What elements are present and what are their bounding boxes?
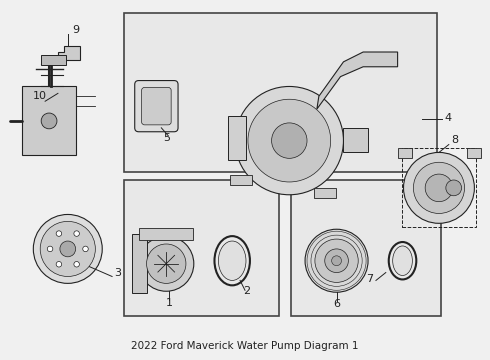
Circle shape <box>40 221 96 276</box>
Bar <box>124 180 279 316</box>
Bar <box>291 180 441 316</box>
Circle shape <box>74 261 79 267</box>
Polygon shape <box>317 52 397 109</box>
Text: 7: 7 <box>367 274 373 284</box>
Circle shape <box>33 215 102 283</box>
Circle shape <box>48 246 53 252</box>
Text: 3: 3 <box>114 269 121 279</box>
Circle shape <box>425 174 453 202</box>
Text: 8: 8 <box>451 135 458 145</box>
FancyBboxPatch shape <box>142 87 171 125</box>
Bar <box>22 86 75 156</box>
Text: 10: 10 <box>33 91 47 101</box>
Bar <box>124 13 437 172</box>
Circle shape <box>41 113 57 129</box>
Circle shape <box>147 244 186 283</box>
Text: 4: 4 <box>445 113 452 123</box>
Circle shape <box>83 246 88 252</box>
Circle shape <box>56 231 62 236</box>
Circle shape <box>271 123 307 158</box>
Bar <box>228 116 246 160</box>
Circle shape <box>60 241 75 257</box>
Text: 6: 6 <box>333 299 340 309</box>
Circle shape <box>332 256 342 266</box>
Text: 1: 1 <box>166 298 172 308</box>
Text: 2: 2 <box>244 286 250 296</box>
Text: 2022 Ford Maverick Water Pump Diagram 1: 2022 Ford Maverick Water Pump Diagram 1 <box>131 341 359 351</box>
Circle shape <box>325 249 348 273</box>
Bar <box>132 234 147 293</box>
Circle shape <box>235 86 343 195</box>
Bar <box>397 148 413 158</box>
Circle shape <box>414 162 465 213</box>
Ellipse shape <box>392 246 413 275</box>
Circle shape <box>248 99 331 182</box>
Bar <box>230 175 252 185</box>
Circle shape <box>305 229 368 292</box>
Polygon shape <box>58 46 79 60</box>
Bar <box>343 128 368 152</box>
Ellipse shape <box>219 241 246 280</box>
Bar <box>314 188 336 198</box>
Circle shape <box>56 261 62 267</box>
Text: 9: 9 <box>73 25 80 35</box>
Circle shape <box>139 236 194 291</box>
Text: 5: 5 <box>163 132 170 143</box>
Bar <box>466 148 481 158</box>
Bar <box>41 55 66 65</box>
Circle shape <box>74 231 79 236</box>
Bar <box>139 228 193 240</box>
Circle shape <box>315 239 358 282</box>
FancyBboxPatch shape <box>135 81 178 132</box>
Circle shape <box>404 152 474 223</box>
Circle shape <box>446 180 462 196</box>
Bar <box>401 148 476 227</box>
